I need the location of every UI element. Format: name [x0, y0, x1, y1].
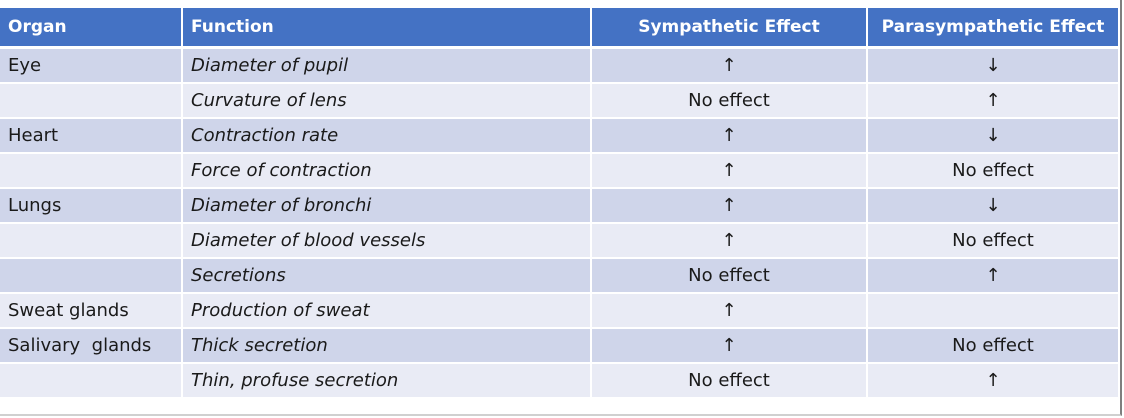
sympathetic-cell: ↑ [592, 224, 868, 259]
organ-cell: Lungs [0, 189, 183, 224]
function-cell: Diameter of blood vessels [183, 224, 592, 259]
table-row: Lungs Diameter of bronchi ↑ ↓ [0, 189, 1118, 224]
sympathetic-cell: ↑ [592, 294, 868, 329]
parasympathetic-cell: ↑ [868, 84, 1118, 119]
organ-cell: Sweat glands [0, 294, 183, 329]
table-row: Curvature of lens No effect ↑ [0, 84, 1118, 119]
function-cell: Contraction rate [183, 119, 592, 154]
autonomic-effects-table: Organ Function Sympathetic Effect Parasy… [0, 8, 1118, 399]
table-row: Diameter of blood vessels ↑ No effect [0, 224, 1118, 259]
parasympathetic-cell: No effect [868, 329, 1118, 364]
sympathetic-cell: No effect [592, 364, 868, 399]
header-sympathetic: Sympathetic Effect [592, 8, 868, 49]
organ-cell [0, 364, 183, 399]
function-cell: Diameter of bronchi [183, 189, 592, 224]
header-organ: Organ [0, 8, 183, 49]
organ-cell: Eye [0, 49, 183, 84]
organ-cell: Salivary glands [0, 329, 183, 364]
parasympathetic-cell [868, 294, 1118, 329]
table-row: Secretions No effect ↑ [0, 259, 1118, 294]
table-row: Thin, profuse secretion No effect ↑ [0, 364, 1118, 399]
table-row: Salivary glands Thick secretion ↑ No eff… [0, 329, 1118, 364]
parasympathetic-cell: ↑ [868, 259, 1118, 294]
table-row: Force of contraction ↑ No effect [0, 154, 1118, 189]
header-row: Organ Function Sympathetic Effect Parasy… [0, 8, 1118, 49]
sympathetic-cell: ↑ [592, 189, 868, 224]
sympathetic-cell: ↑ [592, 49, 868, 84]
organ-cell: Heart [0, 119, 183, 154]
function-cell: Diameter of pupil [183, 49, 592, 84]
sympathetic-cell: No effect [592, 84, 868, 119]
sympathetic-cell: ↑ [592, 154, 868, 189]
function-cell: Secretions [183, 259, 592, 294]
organ-cell [0, 154, 183, 189]
table-row: Heart Contraction rate ↑ ↓ [0, 119, 1118, 154]
organ-cell [0, 259, 183, 294]
organ-cell [0, 224, 183, 259]
parasympathetic-cell: ↑ [868, 364, 1118, 399]
table-row: Eye Diameter of pupil ↑ ↓ [0, 49, 1118, 84]
function-cell: Force of contraction [183, 154, 592, 189]
function-cell: Thick secretion [183, 329, 592, 364]
organ-cell [0, 84, 183, 119]
table-row: Sweat glands Production of sweat ↑ [0, 294, 1118, 329]
function-cell: Curvature of lens [183, 84, 592, 119]
parasympathetic-cell: No effect [868, 154, 1118, 189]
parasympathetic-cell: ↓ [868, 189, 1118, 224]
parasympathetic-cell: ↓ [868, 119, 1118, 154]
sympathetic-cell: No effect [592, 259, 868, 294]
parasympathetic-cell: ↓ [868, 49, 1118, 84]
function-cell: Thin, profuse secretion [183, 364, 592, 399]
function-cell: Production of sweat [183, 294, 592, 329]
header-function: Function [183, 8, 592, 49]
parasympathetic-cell: No effect [868, 224, 1118, 259]
sympathetic-cell: ↑ [592, 119, 868, 154]
sympathetic-cell: ↑ [592, 329, 868, 364]
header-parasympathetic: Parasympathetic Effect [868, 8, 1118, 49]
